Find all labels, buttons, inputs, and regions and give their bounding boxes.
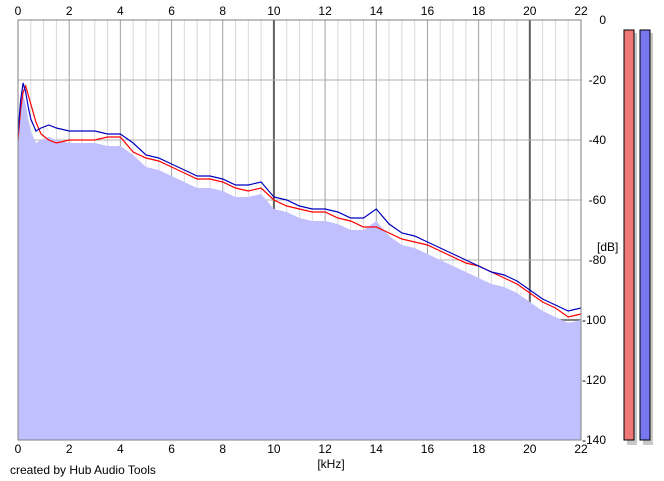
level-meter-bar xyxy=(639,29,651,441)
x-tick-label-bottom: 14 xyxy=(370,442,384,456)
x-tick-label-top: 6 xyxy=(168,4,175,18)
series-layer xyxy=(17,82,582,318)
x-tick-label-bottom: 4 xyxy=(117,442,124,456)
y-tick-label: -80 xyxy=(589,253,607,267)
x-tick-label-top: 12 xyxy=(318,4,332,18)
x-tick-label-top: 18 xyxy=(472,4,486,18)
x-tick-label-bottom: 10 xyxy=(267,442,281,456)
y-tick-label: -20 xyxy=(589,73,607,87)
x-tick-label-top: 8 xyxy=(219,4,226,18)
series-line-2 xyxy=(17,82,582,312)
x-tick-label-bottom: 0 xyxy=(15,442,22,456)
plot-border xyxy=(17,19,582,441)
x-tick-label-top: 22 xyxy=(574,4,588,18)
x-tick-label-top: 2 xyxy=(66,4,73,18)
y-tick-label: -100 xyxy=(582,313,606,327)
x-tick-label-bottom: 6 xyxy=(168,442,175,456)
x-tick-label-top: 20 xyxy=(523,4,537,18)
x-tick-label-bottom: 12 xyxy=(318,442,332,456)
x-tick-label-bottom: 20 xyxy=(523,442,537,456)
x-tick-label-top: 16 xyxy=(421,4,435,18)
x-tick-label-top: 10 xyxy=(267,4,281,18)
y-tick-labels: 0 -20 -40 -60 -80 -100 -120 -140 xyxy=(582,13,606,447)
y-tick-label: -140 xyxy=(582,433,606,447)
x-tick-label-top: 4 xyxy=(117,4,124,18)
x-bottom-tick-labels: 0 2 4 6 8 10 12 14 16 18 20 22 xyxy=(15,442,588,456)
x-tick-label-bottom: 18 xyxy=(472,442,486,456)
x-axis-label: [kHz] xyxy=(317,457,344,471)
x-tick-label-top: 14 xyxy=(370,4,384,18)
x-tick-label-bottom: 16 xyxy=(421,442,435,456)
series-line-1 xyxy=(17,84,582,318)
y-axis-label: [dB] xyxy=(597,240,618,254)
x-tick-label-top: 0 xyxy=(15,4,22,18)
x-tick-label-bottom: 8 xyxy=(219,442,226,456)
spectrum-fill-area xyxy=(18,95,581,440)
x-tick-label-bottom: 22 xyxy=(574,442,588,456)
x-tick-label-bottom: 2 xyxy=(66,442,73,456)
y-tick-label: -60 xyxy=(589,193,607,207)
x-top-tick-labels: 0 2 4 6 8 10 12 14 16 18 20 22 xyxy=(15,4,588,18)
y-tick-label: 0 xyxy=(599,13,606,27)
level-meters xyxy=(623,29,653,445)
credit-text: created by Hub Audio Tools xyxy=(10,463,156,477)
y-tick-label: -40 xyxy=(589,133,607,147)
y-tick-label: -120 xyxy=(582,373,606,387)
level-meter-bar xyxy=(623,29,635,441)
